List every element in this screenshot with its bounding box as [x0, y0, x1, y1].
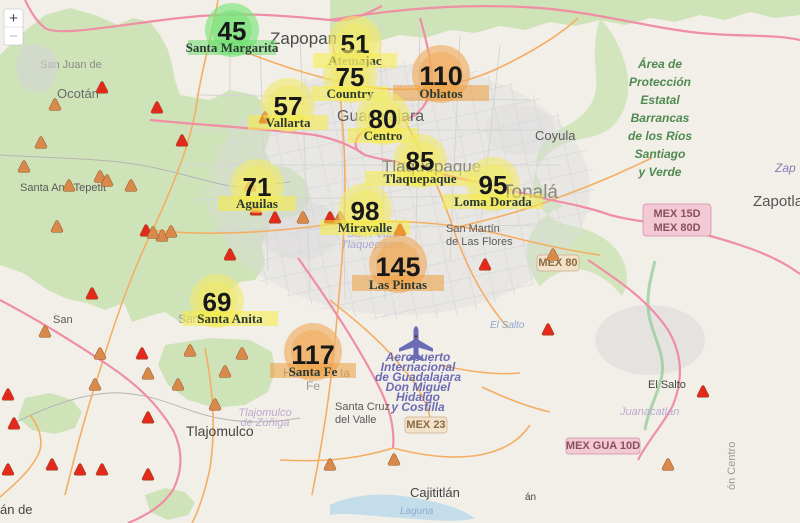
svg-text:El Salto: El Salto: [648, 379, 686, 391]
svg-text:Santa Margarita: Santa Margarita: [186, 40, 279, 55]
svg-text:y Verde: y Verde: [638, 165, 682, 179]
svg-text:Barrancas: Barrancas: [631, 111, 690, 125]
svg-text:MEX GUA 10D: MEX GUA 10D: [566, 440, 640, 452]
svg-text:Miravalle: Miravalle: [338, 220, 392, 235]
svg-text:MEX 80D: MEX 80D: [653, 222, 700, 234]
svg-text:án: án: [525, 492, 536, 503]
svg-text:Cajititlán: Cajititlán: [410, 485, 460, 500]
svg-text:Zap: Zap: [774, 161, 796, 175]
svg-text:Santa Cruz: Santa Cruz: [335, 401, 390, 413]
svg-text:Santa Ana Tepetit: Santa Ana Tepetit: [20, 182, 106, 194]
svg-text:Coyula: Coyula: [535, 128, 576, 143]
svg-text:MEX 23: MEX 23: [406, 419, 445, 431]
svg-text:Aguilas: Aguilas: [236, 196, 278, 211]
svg-text:Ocotán: Ocotán: [57, 86, 99, 101]
svg-text:Oblatos: Oblatos: [419, 86, 462, 101]
svg-text:ón Centro: ón Centro: [726, 442, 738, 490]
svg-text:Laguna: Laguna: [400, 506, 434, 517]
svg-text:+: +: [9, 10, 18, 27]
svg-text:de Las Flores: de Las Flores: [446, 236, 513, 248]
svg-text:de Zúñiga: de Zúñiga: [241, 417, 290, 429]
svg-text:án de: án de: [0, 502, 33, 517]
svg-text:Loma Dorada: Loma Dorada: [454, 194, 532, 209]
svg-text:MEX 15D: MEX 15D: [653, 208, 700, 220]
svg-text:Vallarta: Vallarta: [265, 115, 311, 130]
svg-text:Las Pintas: Las Pintas: [369, 277, 427, 292]
svg-text:−: −: [9, 28, 18, 45]
svg-text:Santiago: Santiago: [635, 147, 686, 161]
svg-text:del Valle: del Valle: [335, 414, 376, 426]
svg-text:Santa Fe: Santa Fe: [289, 364, 338, 379]
svg-text:San Martín: San Martín: [446, 223, 500, 235]
svg-text:de los Ríos: de los Ríos: [628, 129, 692, 143]
svg-text:Juanacatlán: Juanacatlán: [619, 406, 679, 418]
svg-text:Estatal: Estatal: [640, 93, 680, 107]
svg-text:Centro: Centro: [364, 128, 403, 143]
svg-text:Fe: Fe: [306, 379, 320, 393]
svg-text:Santa Anita: Santa Anita: [197, 311, 263, 326]
svg-text:San: San: [53, 314, 73, 326]
svg-text:Tlaquepaque: Tlaquepaque: [384, 171, 457, 186]
svg-text:y Costilla: y Costilla: [390, 400, 445, 414]
svg-text:Zapotlar: Zapotlar: [753, 193, 800, 210]
svg-text:El Salto: El Salto: [490, 320, 525, 331]
svg-text:Área de: Área de: [637, 56, 682, 71]
svg-text:Protección: Protección: [629, 75, 691, 89]
svg-text:Zapopan: Zapopan: [270, 29, 337, 48]
